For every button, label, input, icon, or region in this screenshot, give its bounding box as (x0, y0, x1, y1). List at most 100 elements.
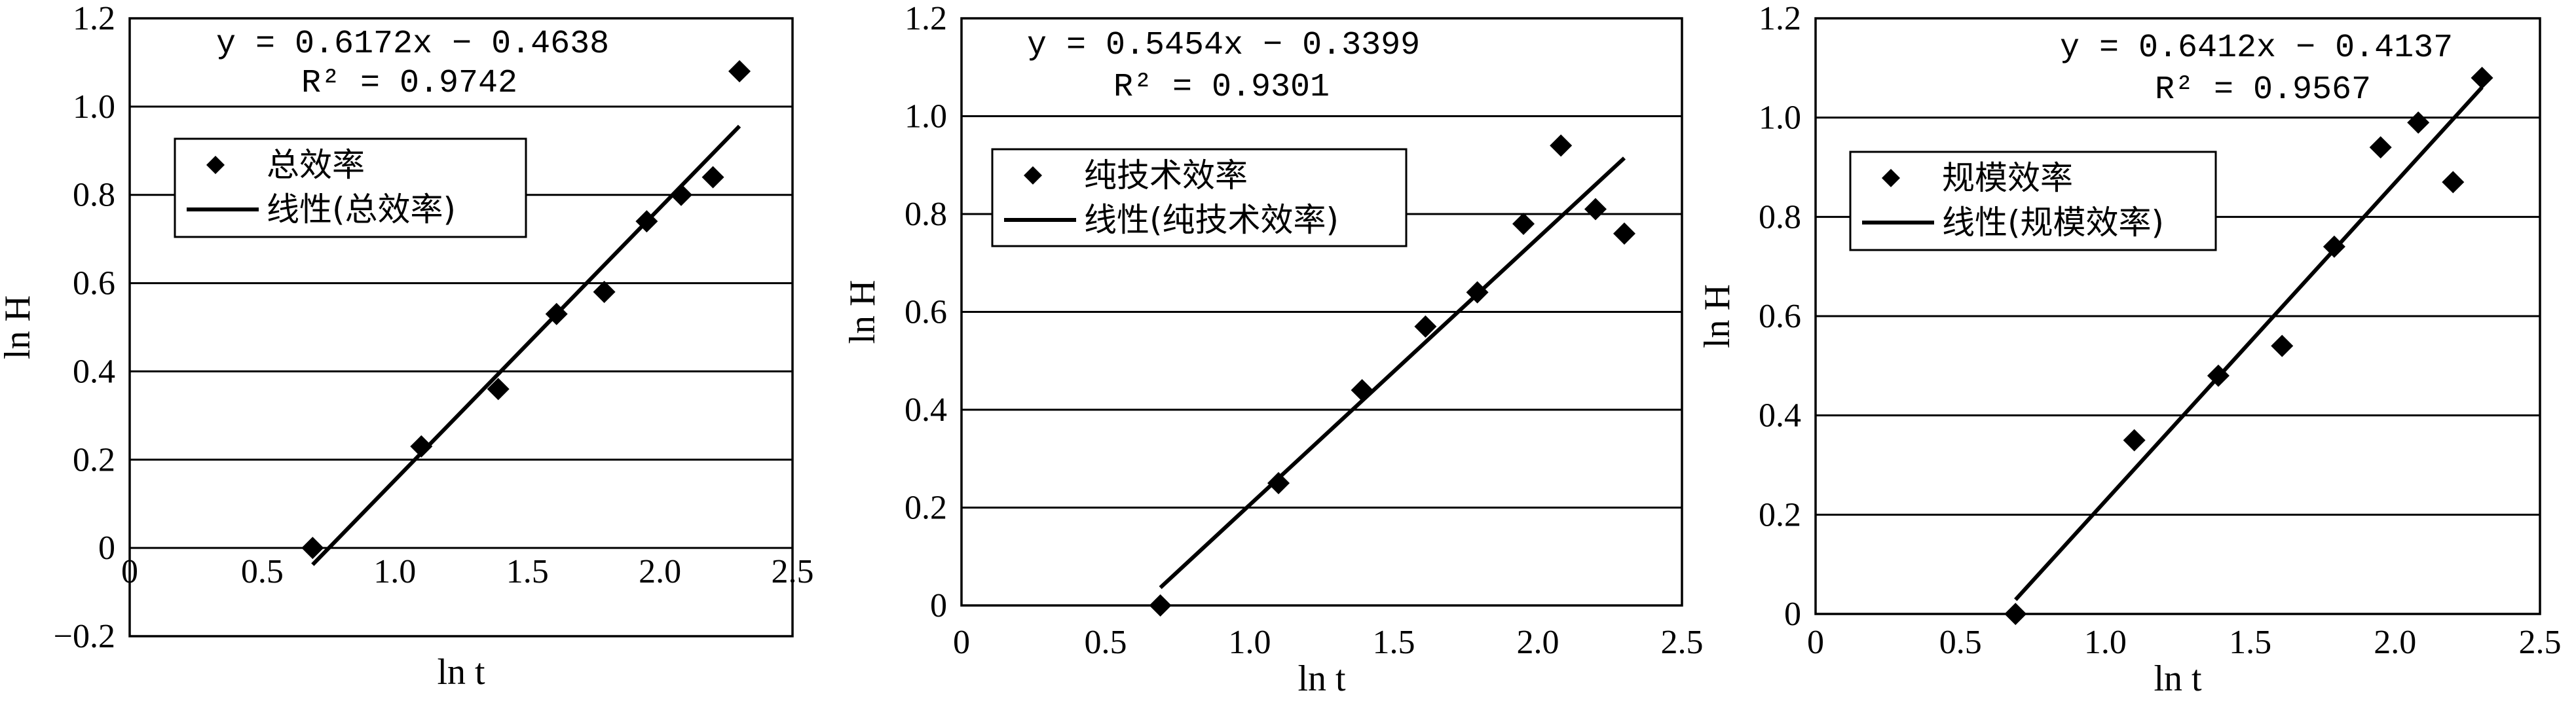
data-point (1512, 212, 1535, 235)
data-point (2442, 171, 2465, 194)
legend-marker-diamond (1024, 166, 1042, 185)
y-tick-label: 0.8 (73, 177, 115, 214)
data-point (2471, 67, 2493, 89)
y-tick-label: 1.0 (905, 98, 947, 135)
y-tick-label: 0.6 (905, 294, 947, 331)
chart-2: 0 0.2 0.4 0.6 0.8 1.0 1.2 0 0.5 1.0 1.5 2.0 2.5 ln t l… (842, 0, 1704, 699)
y-tick-label: −0.2 (54, 618, 115, 655)
data-point (1584, 198, 1607, 221)
legend-marker-diamond (206, 156, 225, 174)
y-tick-label: 1.2 (905, 0, 947, 37)
data-point (410, 435, 433, 458)
regression-equation: y = 0.5454x − 0.3399 (1027, 27, 1420, 64)
legend-marker-diamond (1882, 169, 1900, 187)
plot-frame (960, 17, 1683, 607)
x-tick-label: 2.0 (2374, 624, 2416, 661)
data-point (1351, 379, 1373, 402)
x-tick-label: 2.0 (1517, 624, 1559, 661)
legend-label: 总效率 (267, 146, 365, 184)
data-point (1550, 134, 1573, 157)
data-point (669, 183, 692, 206)
y-tick-label: 1.2 (73, 0, 115, 37)
data-point (2004, 603, 2027, 625)
y-axis-label: ln H (842, 280, 883, 344)
y-tick-label: 0.2 (905, 490, 947, 527)
data-point (2407, 111, 2430, 134)
data-point (2207, 365, 2230, 387)
x-axis-label: ln t (437, 652, 485, 692)
plot-frame (128, 17, 794, 638)
x-tick-label: 2.5 (2519, 624, 2562, 661)
y-tick-label: 0.8 (1759, 198, 1801, 236)
data-point (1149, 594, 1172, 617)
data-point (1613, 222, 1635, 245)
x-tick-label: 1.0 (373, 553, 416, 590)
x-tick-label: 1.5 (1373, 624, 1415, 661)
data-point (487, 378, 510, 401)
legend-box (174, 137, 527, 238)
y-tick-label: 1.2 (1759, 0, 1801, 37)
x-tick-label: 2.5 (772, 553, 814, 590)
chart-3: 0 0.2 0.4 0.6 0.8 1.0 1.2 0 0.5 1.0 1.5 2.0 2.5 ln t l… (1697, 0, 2562, 699)
x-tick-label: 1.0 (2084, 624, 2127, 661)
trendline (311, 124, 741, 566)
legend-box (1849, 151, 2217, 251)
data-point (2369, 136, 2392, 159)
y-tick-label: 0 (930, 587, 947, 624)
regression-equation: y = 0.6172x − 0.4638 (216, 26, 609, 63)
legend-label: 规模效率 (1942, 159, 2073, 197)
y-tick-label: 1.0 (1759, 99, 1801, 137)
x-tick-label: 2.5 (1661, 624, 1704, 661)
x-axis-label: ln t (2154, 658, 2202, 698)
x-axis-label: ln t (1297, 658, 1346, 698)
y-tick-label: 0.2 (1759, 496, 1801, 533)
y-tick-label: 0.4 (905, 391, 947, 429)
chart-1: −0.200.20.40.60.81.01.20 0.5 1.0 1.5 2.0 2.5l… (0, 0, 814, 692)
y-tick-label: 1.0 (73, 88, 115, 126)
r-squared: R² = 0.9742 (301, 65, 517, 102)
legend-label: 纯技术效率 (1084, 156, 1248, 194)
data-point (635, 210, 658, 233)
legend-label: 线性(纯技术效率) (1084, 201, 1339, 239)
legend-label: 线性(规模效率) (1942, 204, 2164, 242)
y-tick-label: 0.2 (73, 441, 115, 478)
data-point (545, 302, 568, 325)
x-tick-label: 0 (1807, 624, 1824, 661)
x-tick-label: 2.0 (639, 553, 681, 590)
x-tick-label: 0 (953, 624, 970, 661)
x-tick-label: 0.5 (241, 553, 284, 590)
y-tick-label: 0.6 (73, 265, 115, 302)
data-point (2123, 429, 2146, 452)
y-tick-label: 0.4 (73, 353, 115, 390)
x-tick-label: 1.5 (2229, 624, 2271, 661)
data-point (593, 281, 616, 304)
data-point (1414, 315, 1437, 338)
plot-frame (1814, 17, 2541, 615)
y-axis-label: ln H (0, 295, 38, 359)
y-tick-label: 0 (1784, 596, 1801, 633)
data-point (1267, 472, 1290, 495)
x-tick-label: 0 (121, 553, 138, 590)
legend-label: 线性(总效率) (267, 190, 456, 228)
x-tick-label: 1.5 (506, 553, 549, 590)
x-tick-label: 0.5 (1939, 624, 1982, 661)
x-tick-label: 0.5 (1085, 624, 1127, 661)
trendline (2014, 86, 2484, 602)
r-squared: R² = 0.9301 (1113, 69, 1330, 106)
y-tick-label: 0.6 (1759, 298, 1801, 335)
y-tick-label: 0.8 (905, 196, 947, 233)
x-tick-label: 1.0 (1229, 624, 1271, 661)
y-axis-label: ln H (1697, 284, 1738, 348)
data-point (2323, 235, 2345, 258)
y-tick-label: 0 (98, 530, 115, 567)
r-squared: R² = 0.9567 (2155, 71, 2371, 109)
y-tick-label: 0.4 (1759, 397, 1801, 435)
trendline (1159, 156, 1626, 589)
data-point (2271, 334, 2294, 357)
legend-box (991, 148, 1408, 247)
